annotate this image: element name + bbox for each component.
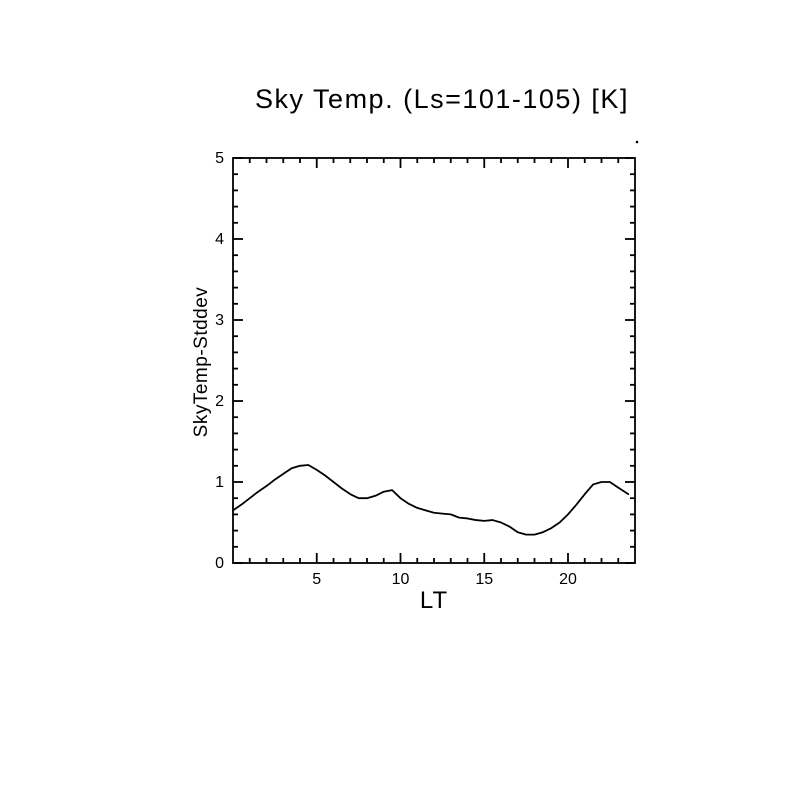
y-tick-label: 2: [215, 393, 224, 410]
x-axis-label: LT: [420, 587, 448, 614]
axes-frame: [232, 157, 636, 564]
y-tick-label: 1: [215, 474, 224, 491]
x-tick-label: 20: [559, 571, 577, 588]
x-tick-label: 15: [475, 571, 493, 588]
y-tick-label: 0: [215, 555, 224, 572]
x-tick-label: 10: [392, 571, 410, 588]
stray-dot: [635, 140, 639, 144]
data-line-skytemp-stddev: [232, 464, 630, 536]
y-axis-label: SkyTemp-Stddev: [191, 287, 212, 438]
y-tick-label: 5: [215, 150, 224, 167]
plot-elements: 5 10 15 20 0 1 2 3 4 5: [215, 150, 636, 588]
y-tick-label: 4: [215, 231, 224, 248]
chart-title: Sky Temp. (Ls=101-105) [K]: [255, 84, 629, 114]
y-tick-label: 3: [215, 312, 224, 329]
x-tick-label: 5: [312, 571, 321, 588]
